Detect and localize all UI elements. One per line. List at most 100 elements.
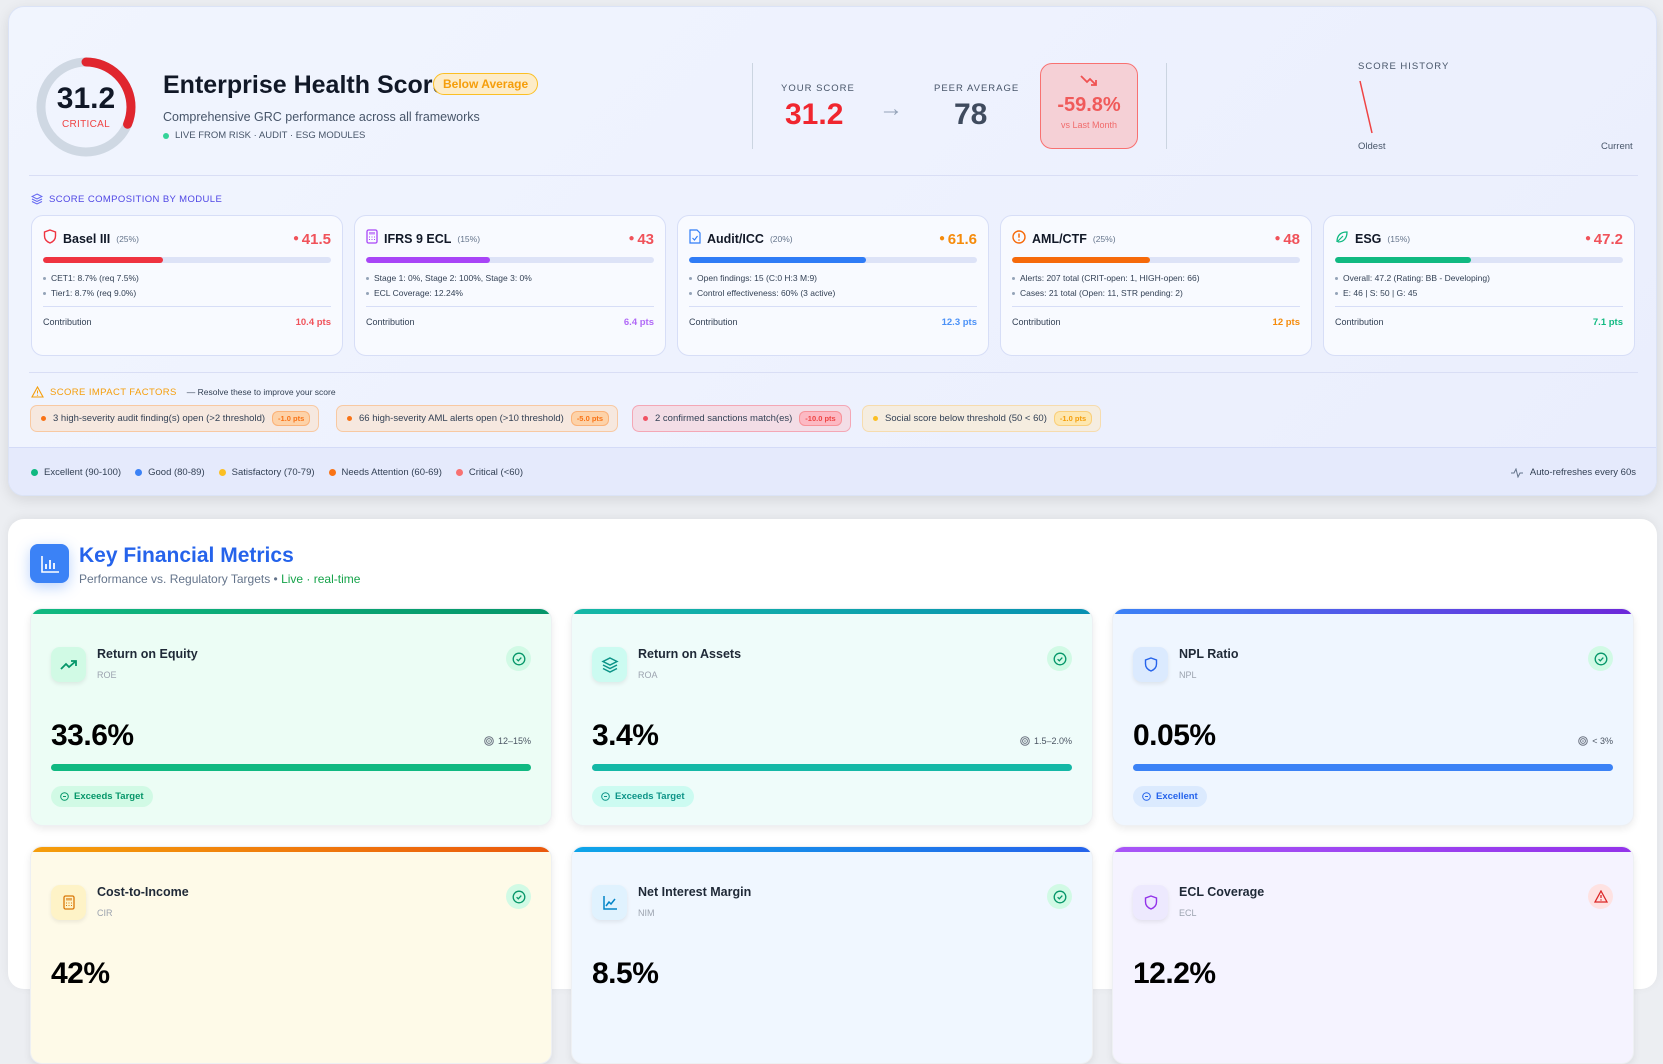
module-weight: (15%)	[457, 234, 481, 244]
metric-card-npl[interactable]: NPL Ratio NPL 0.05% < 3% Excellent	[1112, 608, 1634, 826]
module-name: AML/CTF	[1032, 232, 1087, 246]
contribution-value: 12 pts	[1272, 317, 1300, 328]
page-subtitle: Comprehensive GRC performance across all…	[163, 110, 480, 124]
check-circle-icon	[1047, 646, 1072, 671]
score-history-label: SCORE HISTORY	[1358, 61, 1450, 72]
status-badge: Below Average	[433, 73, 539, 95]
metric-name: Net Interest Margin	[638, 885, 752, 899]
module-detail-text: Stage 1: 0%, Stage 2: 100%, Stage 3: 0%	[374, 273, 532, 283]
score-legend: Excellent (90-100) Good (80-89) Satisfacto…	[9, 447, 1656, 495]
module-progress-bar	[1012, 257, 1300, 263]
metric-card-roe[interactable]: Return on Equity ROE 33.6% 12–15% Exceeds…	[30, 608, 552, 826]
module-weight: (20%)	[769, 234, 793, 244]
metric-card-roa[interactable]: Return on Assets ROA 3.4% 1.5–2.0% Exceed…	[571, 608, 1093, 826]
shield-icon	[1133, 885, 1168, 920]
module-card-esg[interactable]: ESG (15%) ● 47.2 Overall: 47.2 (Rating: …	[1323, 215, 1635, 356]
module-detail: Stage 1: 0%, Stage 2: 100%, Stage 3: 0%	[366, 271, 654, 286]
impact-title: SCORE IMPACT FACTORS	[50, 386, 177, 398]
metric-status-text: Exceeds Target	[615, 791, 685, 802]
clock-icon	[601, 792, 610, 801]
module-card-audit-icc[interactable]: Audit/ICC (20%) ● 61.6 Open findings: 15…	[677, 215, 989, 356]
metric-target: 12–15%	[484, 736, 531, 746]
impact-factor-text: 2 confirmed sanctions match(es)	[655, 413, 793, 424]
module-detail-text: Open findings: 15 (C:0 H:3 M:9)	[697, 273, 818, 283]
metric-progress-fill	[592, 764, 1072, 771]
module-detail: Overall: 47.2 (Rating: BB - Developing)	[1335, 271, 1623, 286]
bar-chart-icon	[30, 544, 69, 583]
metric-status-tag: Exceeds Target	[51, 786, 153, 807]
section-title: Key Financial Metrics	[79, 544, 294, 567]
module-score-value: 41.5	[301, 230, 331, 248]
metric-target: < 3%	[1578, 736, 1613, 746]
page-title: Enterprise Health Score	[163, 71, 447, 99]
delta-label: vs Last Month	[1060, 120, 1118, 130]
metric-value: 0.05%	[1133, 719, 1216, 752]
metric-value: 3.4%	[592, 719, 659, 752]
your-score-value: 31.2	[785, 98, 844, 131]
module-detail-text: Cases: 21 total (Open: 11, STR pending: …	[1020, 288, 1183, 298]
impact-factor-chip[interactable]: 2 confirmed sanctions match(es) -10.0 pts	[632, 405, 851, 432]
metric-card-nim[interactable]: Net Interest Margin NIM 8.5%	[571, 846, 1093, 1064]
module-card-aml-ctf[interactable]: AML/CTF (25%) ● 48 Alerts: 207 total (CR…	[1000, 215, 1312, 356]
module-detail: E: 46 | S: 50 | G: 45	[1335, 286, 1623, 301]
module-score: ● 61.6	[938, 230, 977, 248]
impact-factor-chip[interactable]: 3 high-severity audit finding(s) open (>…	[30, 405, 320, 432]
layers-icon	[592, 647, 627, 682]
card-accent-bar	[1113, 847, 1633, 852]
module-name: IFRS 9 ECL	[384, 232, 452, 246]
module-detail: Control effectiveness: 60% (3 active)	[689, 286, 977, 301]
impact-factor-points: -1.0 pts	[1053, 411, 1093, 426]
score-history-sparkline	[1359, 80, 1373, 134]
metric-progress-bar	[592, 764, 1072, 771]
activity-icon	[1510, 467, 1523, 478]
arrow-right-icon: →	[879, 95, 903, 122]
module-score-value: 61.6	[947, 230, 977, 248]
impact-factor-chip[interactable]: Social score below threshold (50 < 60) -1…	[862, 405, 1102, 432]
metric-name: Return on Equity	[97, 647, 198, 661]
section-subtitle: Performance vs. Regulatory Targets • Liv…	[79, 572, 360, 586]
metric-card-cir[interactable]: Cost-to-Income CIR 42%	[30, 846, 552, 1064]
auto-refresh-note: Auto-refreshes every 60s	[1510, 467, 1636, 478]
module-weight: (15%)	[1387, 234, 1411, 244]
target-icon	[484, 736, 494, 746]
peer-average-label: PEER AVERAGE	[934, 83, 1020, 94]
clock-icon	[1142, 792, 1151, 801]
contribution-label: Contribution	[1012, 317, 1061, 327]
legend-dot-icon	[455, 469, 463, 476]
metric-abbr: CIR	[97, 908, 113, 918]
score-gauge: 31.2 CRITICAL	[31, 52, 141, 162]
impact-factor-text: 3 high-severity audit finding(s) open (>…	[53, 413, 266, 424]
module-progress-bar	[689, 257, 977, 263]
module-weight: (25%)	[1092, 234, 1116, 244]
module-progress-fill	[366, 257, 490, 263]
layers-icon	[31, 193, 43, 205]
metric-abbr: NPL	[1179, 670, 1197, 680]
contribution-label: Contribution	[366, 317, 415, 327]
legend-label: Critical (<60)	[468, 467, 523, 478]
file-check-icon	[689, 229, 701, 249]
module-detail: Alerts: 207 total (CRIT-open: 1, HIGH-op…	[1012, 271, 1300, 286]
impact-factor-text: 66 high-severity AML alerts open (>10 th…	[359, 413, 564, 424]
calculator-icon	[51, 885, 86, 920]
card-accent-bar	[31, 847, 551, 852]
impact-factor-points: -1.0 pts	[272, 411, 311, 426]
module-card-ifrs-9-ecl[interactable]: IFRS 9 ECL (15%) ● 43 Stage 1: 0%, Stage…	[354, 215, 666, 356]
metric-status-text: Excellent	[1156, 791, 1198, 802]
impact-heading: SCORE IMPACT FACTORS — Resolve these to …	[31, 386, 336, 398]
module-detail: Open findings: 15 (C:0 H:3 M:9)	[689, 271, 977, 286]
delta-box: -59.8% vs Last Month	[1040, 63, 1138, 149]
impact-factor-chip[interactable]: 66 high-severity AML alerts open (>10 th…	[336, 405, 619, 432]
legend-item: Needs Attention (60-69)	[328, 467, 442, 478]
trending-down-icon	[1041, 74, 1137, 90]
calculator-icon	[366, 229, 378, 249]
metric-progress-fill	[1133, 764, 1613, 771]
severity-dot-icon	[41, 416, 46, 421]
delta-value: -59.8%	[1057, 94, 1121, 116]
metric-abbr: ROE	[97, 670, 117, 680]
check-circle-icon	[1588, 646, 1613, 671]
contribution-value: 12.3 pts	[941, 317, 977, 328]
check-circle-icon	[506, 884, 531, 909]
live-indicator: LIVE FROM RISK · AUDIT · ESG MODULES	[163, 130, 365, 141]
metric-card-ecl[interactable]: ECL Coverage ECL 12.2%	[1112, 846, 1634, 1064]
module-card-basel-iii[interactable]: Basel III (25%) ● 41.5 CET1: 8.7% (req 7…	[31, 215, 343, 356]
